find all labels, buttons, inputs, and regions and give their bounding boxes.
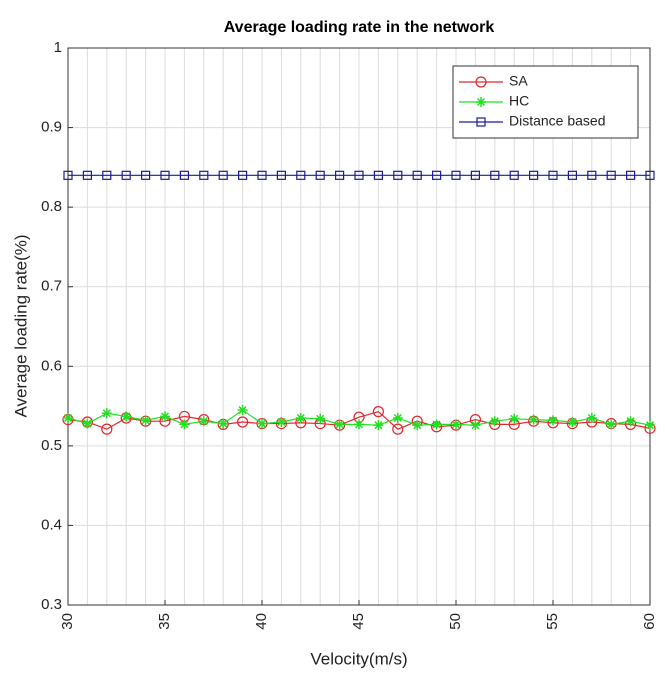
marker: [82, 170, 93, 180]
marker: [373, 420, 384, 431]
marker: [198, 416, 209, 427]
x-tick-label: 45: [350, 613, 367, 630]
x-tick-label: 55: [544, 613, 561, 630]
legend-label: HC: [509, 93, 529, 109]
marker: [586, 413, 597, 424]
marker: [625, 170, 636, 180]
chart-title: Average loading rate in the network: [224, 19, 495, 36]
marker: [470, 420, 481, 431]
marker: [257, 170, 267, 180]
marker: [160, 411, 170, 422]
marker: [63, 170, 73, 180]
marker: [140, 415, 151, 426]
marker: [82, 418, 93, 429]
marker: [393, 170, 403, 180]
y-tick-label: 0.3: [41, 596, 62, 613]
marker: [476, 97, 486, 107]
x-tick-label: 30: [59, 613, 76, 630]
marker: [625, 416, 636, 427]
y-tick-label: 0.5: [41, 437, 62, 454]
marker: [587, 170, 597, 180]
x-tick-label: 40: [253, 613, 270, 630]
marker: [315, 170, 325, 180]
marker: [431, 419, 442, 430]
marker: [451, 419, 461, 430]
marker: [412, 420, 423, 431]
marker: [179, 170, 189, 180]
marker: [101, 408, 112, 419]
marker: [476, 117, 486, 127]
x-tick-label: 60: [641, 613, 658, 630]
marker: [63, 413, 73, 424]
legend-label: Distance based: [509, 113, 606, 129]
marker: [567, 416, 578, 427]
marker: [296, 170, 306, 180]
marker: [160, 170, 170, 180]
y-tick-label: 0.8: [41, 198, 62, 215]
marker: [335, 170, 345, 180]
marker: [218, 170, 228, 180]
marker: [354, 170, 364, 180]
legend-label: SA: [509, 73, 528, 89]
x-tick-label: 50: [447, 613, 464, 630]
y-tick-label: 0.9: [41, 119, 62, 136]
marker: [199, 170, 209, 180]
marker: [354, 419, 364, 430]
marker: [606, 170, 616, 180]
legend: SA HC Distance based: [452, 65, 639, 139]
marker: [528, 170, 539, 180]
marker: [102, 170, 112, 180]
marker: [101, 423, 113, 435]
x-tick-label: 35: [156, 613, 173, 630]
marker: [334, 419, 345, 430]
marker: [548, 415, 558, 426]
marker: [295, 413, 306, 424]
marker: [451, 170, 461, 180]
y-tick-label: 1: [54, 39, 62, 56]
y-axis-label: Average loading rate(%): [11, 234, 30, 417]
marker: [372, 406, 384, 418]
marker: [490, 170, 500, 180]
x-axis-label: Velocity(m/s): [310, 649, 407, 668]
y-tick-label: 0.7: [41, 278, 62, 295]
marker: [237, 405, 248, 416]
marker: [489, 416, 500, 427]
marker: [121, 170, 131, 180]
y-tick-label: 0.6: [41, 357, 62, 374]
marker: [509, 413, 520, 424]
marker: [141, 170, 151, 180]
marker: [179, 419, 190, 430]
marker: [645, 420, 655, 431]
marker: [567, 170, 578, 180]
y-tick-label: 0.4: [41, 516, 62, 533]
marker: [412, 170, 422, 180]
marker: [121, 411, 132, 422]
marker: [276, 170, 286, 180]
marker: [645, 170, 655, 180]
marker: [548, 170, 558, 180]
marker: [475, 76, 487, 88]
marker: [315, 413, 326, 424]
marker: [509, 170, 519, 180]
marker: [392, 423, 404, 435]
marker: [257, 418, 267, 429]
marker: [432, 170, 442, 180]
marker: [276, 416, 287, 427]
marker: [606, 419, 617, 430]
marker: [528, 414, 539, 425]
marker: [470, 170, 480, 180]
marker: [392, 413, 403, 424]
marker: [373, 170, 383, 180]
marker: [218, 418, 229, 429]
marker: [237, 416, 249, 428]
marker: [238, 170, 248, 180]
